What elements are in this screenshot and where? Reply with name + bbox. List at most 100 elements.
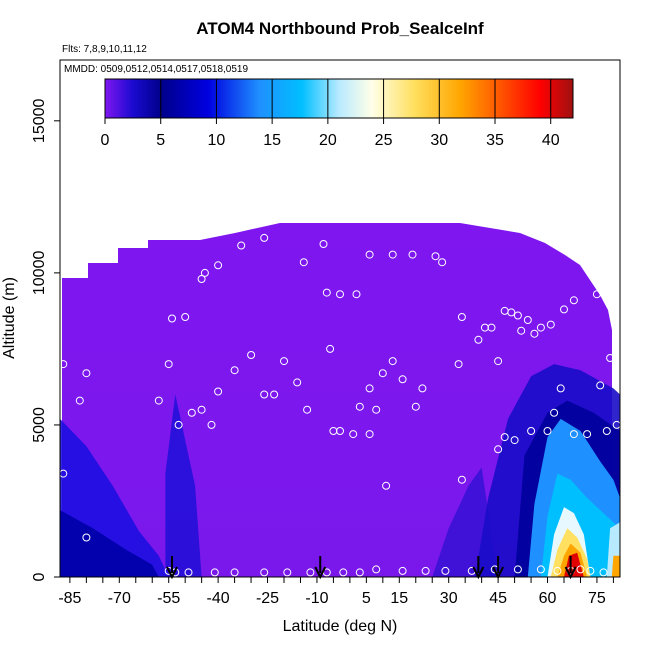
observation-point	[115, 235, 124, 244]
observation-point	[355, 568, 364, 577]
observation-point	[187, 408, 196, 417]
observation-point	[513, 565, 522, 574]
observation-point	[513, 311, 522, 320]
observation-point	[507, 308, 516, 317]
observation-point	[527, 427, 536, 435]
observation-point	[536, 323, 545, 332]
colorbar-tick-label: 5	[156, 132, 165, 149]
observation-point	[398, 566, 407, 575]
colorbar-tick-label: 15	[263, 132, 281, 149]
observation-point	[398, 375, 407, 384]
observation-point	[546, 320, 555, 329]
observation-point	[283, 568, 292, 577]
observation-point	[560, 305, 568, 314]
observation-point	[372, 405, 381, 414]
observation-point	[599, 568, 608, 577]
observation-point	[602, 427, 611, 435]
observation-point	[411, 402, 420, 411]
flight-marker-arrow-icon	[564, 566, 577, 580]
observation-point	[260, 390, 269, 399]
y-tick-label: 5000	[31, 407, 48, 443]
observation-point	[349, 430, 358, 439]
y-tick-label: 0	[31, 572, 48, 581]
x-tick-label: -85	[58, 590, 81, 607]
x-tick-label: 75	[588, 590, 606, 607]
observation-point	[214, 387, 223, 396]
x-tick-label: 15	[390, 590, 408, 607]
observation-point	[523, 316, 532, 324]
chart-subtitle-flights: Flts: 7,8,9,10,11,12	[62, 44, 147, 55]
observation-point	[98, 253, 107, 262]
observation-point	[184, 568, 193, 577]
x-tick-label: -25	[256, 590, 279, 607]
observation-point	[592, 290, 601, 299]
observation-point	[144, 223, 153, 232]
observation-point	[75, 396, 84, 405]
observation-point	[500, 433, 509, 442]
observation-point	[230, 366, 239, 375]
observation-point	[336, 427, 344, 435]
observation-point	[372, 565, 381, 574]
observation-point	[207, 420, 216, 429]
observation-point	[550, 408, 559, 417]
observation-point	[454, 360, 463, 369]
observation-point	[530, 329, 539, 338]
colorbar-tick-label: 10	[208, 132, 226, 149]
x-tick-label: 45	[489, 590, 507, 607]
observation-point	[553, 566, 562, 575]
observation-point	[154, 396, 163, 405]
observation-point	[319, 240, 328, 248]
x-axis: -85 -70 -55 -40 -25 -10 5 15 30 45 60 75	[58, 577, 614, 607]
observation-point	[197, 275, 206, 283]
flight-marker-arrow-icon	[492, 566, 505, 580]
y-axis-label: Altitude (m)	[1, 277, 18, 359]
observation-point	[105, 250, 114, 259]
observation-point	[82, 533, 91, 542]
observation-point	[494, 357, 503, 366]
observation-point	[181, 313, 190, 321]
observation-point	[365, 430, 374, 439]
x-tick-label: -10	[305, 590, 328, 607]
observation-point	[197, 405, 206, 414]
observation-point	[556, 384, 565, 393]
colorbar-gradient	[104, 78, 574, 119]
observation-point	[303, 405, 312, 414]
observation-point	[293, 378, 302, 387]
observation-points	[60, 205, 620, 577]
observation-point	[536, 565, 545, 574]
observation-point	[378, 369, 387, 378]
colorbar-tick-label: 25	[375, 132, 393, 149]
observation-point	[247, 351, 256, 359]
observation-point	[569, 296, 578, 305]
observation-point	[260, 568, 269, 577]
observation-point	[438, 258, 447, 267]
observation-point	[214, 261, 223, 270]
observation-point	[280, 357, 288, 366]
observation-point	[210, 568, 219, 577]
observation-point	[569, 430, 578, 439]
plume-east-orange	[611, 555, 620, 577]
observation-point	[365, 250, 374, 259]
y-tick-label: 15000	[31, 98, 48, 143]
chart-title: ATOM4 Northbound Prob_SealceInf	[196, 19, 484, 38]
colorbar-tick-label: 0	[101, 132, 110, 149]
observation-point	[60, 469, 68, 478]
observation-point	[82, 369, 91, 378]
observation-point	[352, 290, 361, 299]
observation-point	[431, 252, 440, 261]
observation-point	[457, 313, 466, 321]
observation-point	[322, 288, 331, 297]
observation-point	[128, 226, 137, 235]
observation-point	[69, 268, 78, 277]
observation-point	[339, 568, 348, 577]
plot-frame	[59, 59, 621, 578]
south-polar-core-region	[60, 510, 159, 577]
observation-point	[441, 566, 450, 575]
observation-point	[164, 360, 173, 369]
observation-point	[299, 258, 308, 267]
observation-point	[79, 267, 88, 276]
observation-point	[60, 360, 68, 369]
observation-point	[200, 268, 209, 277]
